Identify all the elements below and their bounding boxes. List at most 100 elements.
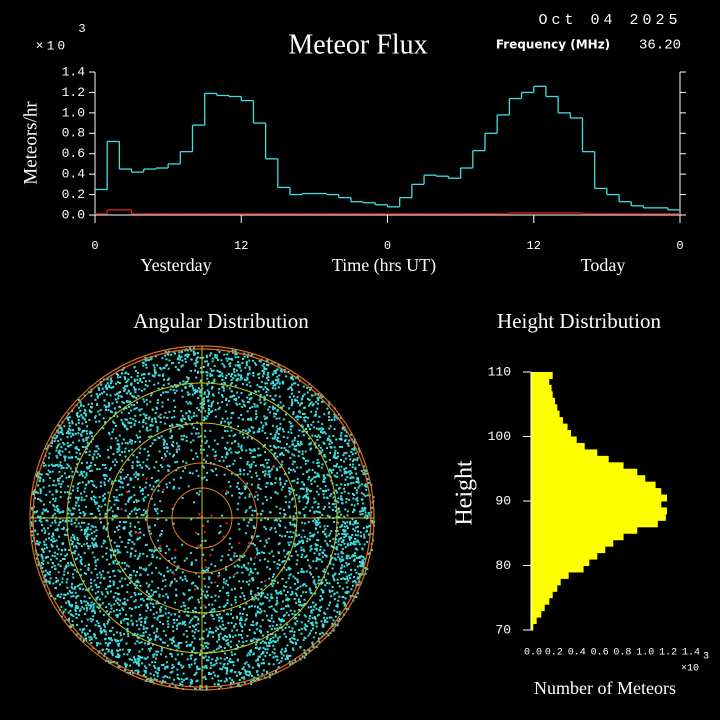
decor-dot [116,448,119,451]
decor-dot [270,362,273,365]
decor-dot [288,490,291,493]
decor-dot [140,593,143,596]
decor-dot [207,569,209,572]
decor-dot [129,477,132,480]
decor-dot [139,377,142,380]
decor-dot [115,382,118,385]
decor-dot [166,620,169,623]
decor-dot [31,523,34,526]
decor-dot [250,682,253,685]
decor-dot [85,466,88,469]
y-tick-label: 0.4 [62,167,86,182]
decor-dot [236,508,239,511]
decor-dot [270,550,273,553]
decor-dot [280,607,283,610]
decor-dot [108,603,111,606]
decor-dot [351,448,354,451]
decor-dot [229,537,232,540]
decor-dot [90,524,93,527]
decor-dot [364,572,367,575]
decor-dot [191,650,194,652]
decor-dot [250,639,252,642]
decor-dot [301,450,304,453]
decor-dot [69,467,72,470]
decor-dot [118,434,121,437]
decor-dot [254,605,256,608]
decor-dot [102,542,105,545]
decor-dot [54,497,57,500]
decor-dot [60,431,63,434]
decor-dot [112,560,115,563]
decor-dot [234,634,237,637]
decor-dot [76,471,79,474]
decor-dot [103,404,106,407]
decor-dot [150,488,153,491]
decor-dot [346,586,349,589]
decor-dot [140,489,143,492]
decor-dot [237,522,240,525]
decor-dot [272,575,274,578]
decor-dot [199,606,202,609]
decor-dot [40,562,43,564]
decor-dot [334,553,337,556]
decor-dot [177,361,180,364]
decor-dot [53,505,56,508]
decor-dot [248,493,251,496]
decor-dot [42,464,45,467]
decor-dot [185,435,188,438]
decor-dot [361,513,364,516]
decor-dot [265,391,268,393]
decor-dot [178,678,181,681]
decor-dot [317,399,320,401]
decor-dot [42,462,45,464]
decor-dot [85,530,88,533]
decor-dot [172,639,175,642]
decor-dot [219,374,222,377]
decor-dot [42,480,45,483]
decor-dot [99,521,102,524]
decor-dot [36,557,38,560]
decor-dot [255,597,258,600]
decor-dot [292,468,295,471]
decor-dot [245,670,248,673]
decor-dot [142,568,145,571]
decor-dot [122,402,125,405]
decor-dot [238,580,241,583]
decor-dot [55,436,58,439]
decor-dot [315,524,318,526]
decor-dot [59,485,62,488]
decor-dot [340,551,343,554]
decor-dot [322,493,325,496]
decor-dot [255,363,258,366]
decor-dot [112,453,115,455]
decor-dot [221,627,224,630]
decor-dot [155,590,157,593]
decor-dot [204,655,207,658]
decor-dot [304,556,307,559]
decor-dot [188,385,191,388]
decor-dot [117,499,120,502]
decor-dot [70,605,73,608]
decor-dot [81,521,83,524]
decor-dot [212,448,215,451]
decor-dot [51,535,54,538]
decor-dot [105,648,108,650]
decor-dot [203,577,206,580]
decor-dot [192,634,195,637]
decor-dot [244,496,247,499]
decor-dot [173,621,176,624]
decor-dot [80,558,83,561]
decor-dot [300,621,303,624]
decor-dot [159,421,162,424]
decor-dot [150,647,152,650]
decor-dot [277,404,280,406]
decor-dot [162,676,165,679]
x-tick-label: 12 [234,239,248,253]
decor-dot [135,500,138,503]
decor-dot [253,448,256,451]
decor-dot [269,445,272,448]
decor-dot [90,441,92,444]
decor-dot [142,509,145,512]
decor-dot [292,649,295,652]
decor-dot [112,569,115,572]
